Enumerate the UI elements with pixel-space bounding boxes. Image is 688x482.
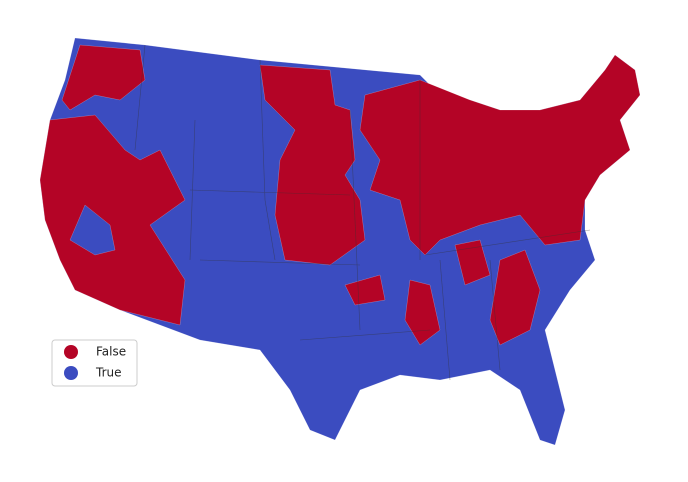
false-region [39, 114, 186, 326]
legend-label: False [96, 345, 126, 359]
false-region [454, 239, 491, 286]
false-region [489, 249, 541, 346]
true-region [69, 204, 116, 256]
false-region [344, 274, 386, 306]
false-region [61, 44, 146, 111]
legend: False True [51, 339, 138, 387]
false-region [259, 64, 366, 266]
legend-marker [64, 345, 78, 359]
legend-marker [64, 366, 78, 380]
false-region [359, 54, 641, 256]
state-borders [134, 44, 591, 381]
false-region [404, 279, 441, 346]
map-regions [39, 37, 641, 446]
legend-label: True [95, 366, 122, 380]
